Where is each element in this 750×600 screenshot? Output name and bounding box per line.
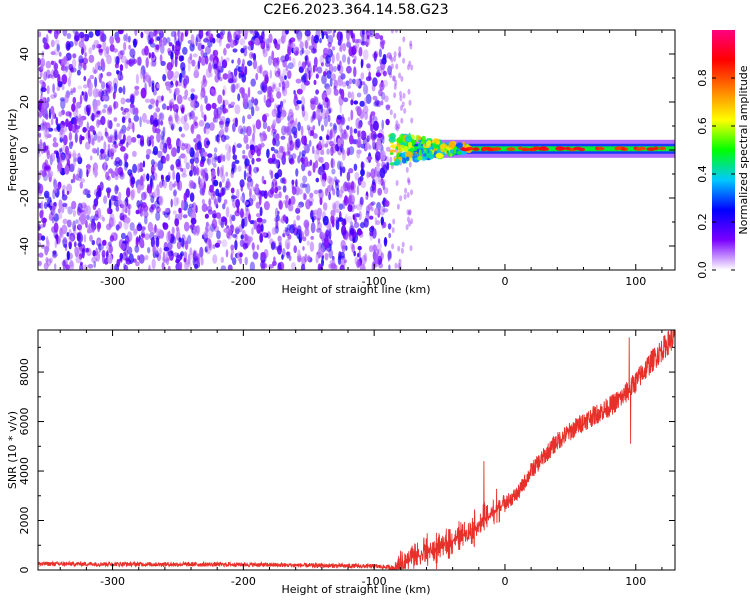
colorbar: 0.0 0.2 0.4 0.6 0.8 Normalized spectral ampl… (696, 30, 750, 279)
spectrogram-y-axis-label: Frequency (Hz) (6, 109, 19, 192)
snr-x-axis-label: Height of straight line (km) (281, 583, 430, 596)
x-tick-label: 100 (625, 275, 646, 288)
snr-series (38, 330, 675, 570)
y-tick-label: 2000 (18, 507, 31, 535)
snr-line (38, 330, 675, 570)
snr-x-ticks: -300 -200 -100 0 100 (59, 330, 663, 588)
colorbar-gradient (712, 30, 735, 270)
y-tick-label: 8000 (18, 358, 31, 386)
y-tick-label: 6000 (18, 408, 31, 436)
colorbar-label: Normalized spectral amplitude (737, 65, 750, 234)
snr-frame (37, 329, 676, 571)
y-tick-label: 20 (18, 95, 31, 109)
y-tick-label: 0 (18, 567, 31, 574)
x-tick-label: -200 (231, 575, 256, 588)
y-tick-label: 4000 (18, 457, 31, 485)
colorbar-tick-label: 0.8 (696, 69, 709, 87)
x-tick-label: 100 (625, 575, 646, 588)
colorbar-tick-label: 0.0 (696, 261, 709, 279)
snr-y-ticks: 0 2000 4000 6000 8000 (18, 346, 675, 574)
y-tick-label: 0 (18, 147, 31, 154)
colorbar-tick-label: 0.4 (696, 165, 709, 183)
spectrogram-x-axis-label: Height of straight line (km) (281, 283, 430, 296)
y-tick-label: -40 (18, 237, 31, 255)
x-tick-label: -200 (231, 275, 256, 288)
spectrogram-x-ticks: -300 -200 -100 0 100 (59, 30, 663, 288)
colorbar-ticks: 0.0 0.2 0.4 0.6 0.8 (696, 69, 735, 279)
x-tick-label: -300 (100, 275, 125, 288)
x-tick-label: 0 (501, 275, 508, 288)
y-tick-label: 40 (18, 47, 31, 61)
colorbar-tick-label: 0.6 (696, 117, 709, 135)
x-tick-label: -100 (362, 575, 387, 588)
spectrogram-y-ticks: -40 -20 0 20 40 (18, 29, 675, 271)
y-tick-label: -20 (18, 189, 31, 207)
snr-y-axis-label: SNR (10 * v/v) (6, 411, 19, 489)
spectrogram-heatmap (38, 30, 675, 270)
colorbar-tick-label: 0.2 (696, 213, 709, 231)
x-tick-label: -100 (362, 275, 387, 288)
x-tick-label: 0 (501, 575, 508, 588)
figure-title: C2E6.2023.364.14.58.G23 (263, 2, 448, 18)
x-tick-label: -300 (100, 575, 125, 588)
